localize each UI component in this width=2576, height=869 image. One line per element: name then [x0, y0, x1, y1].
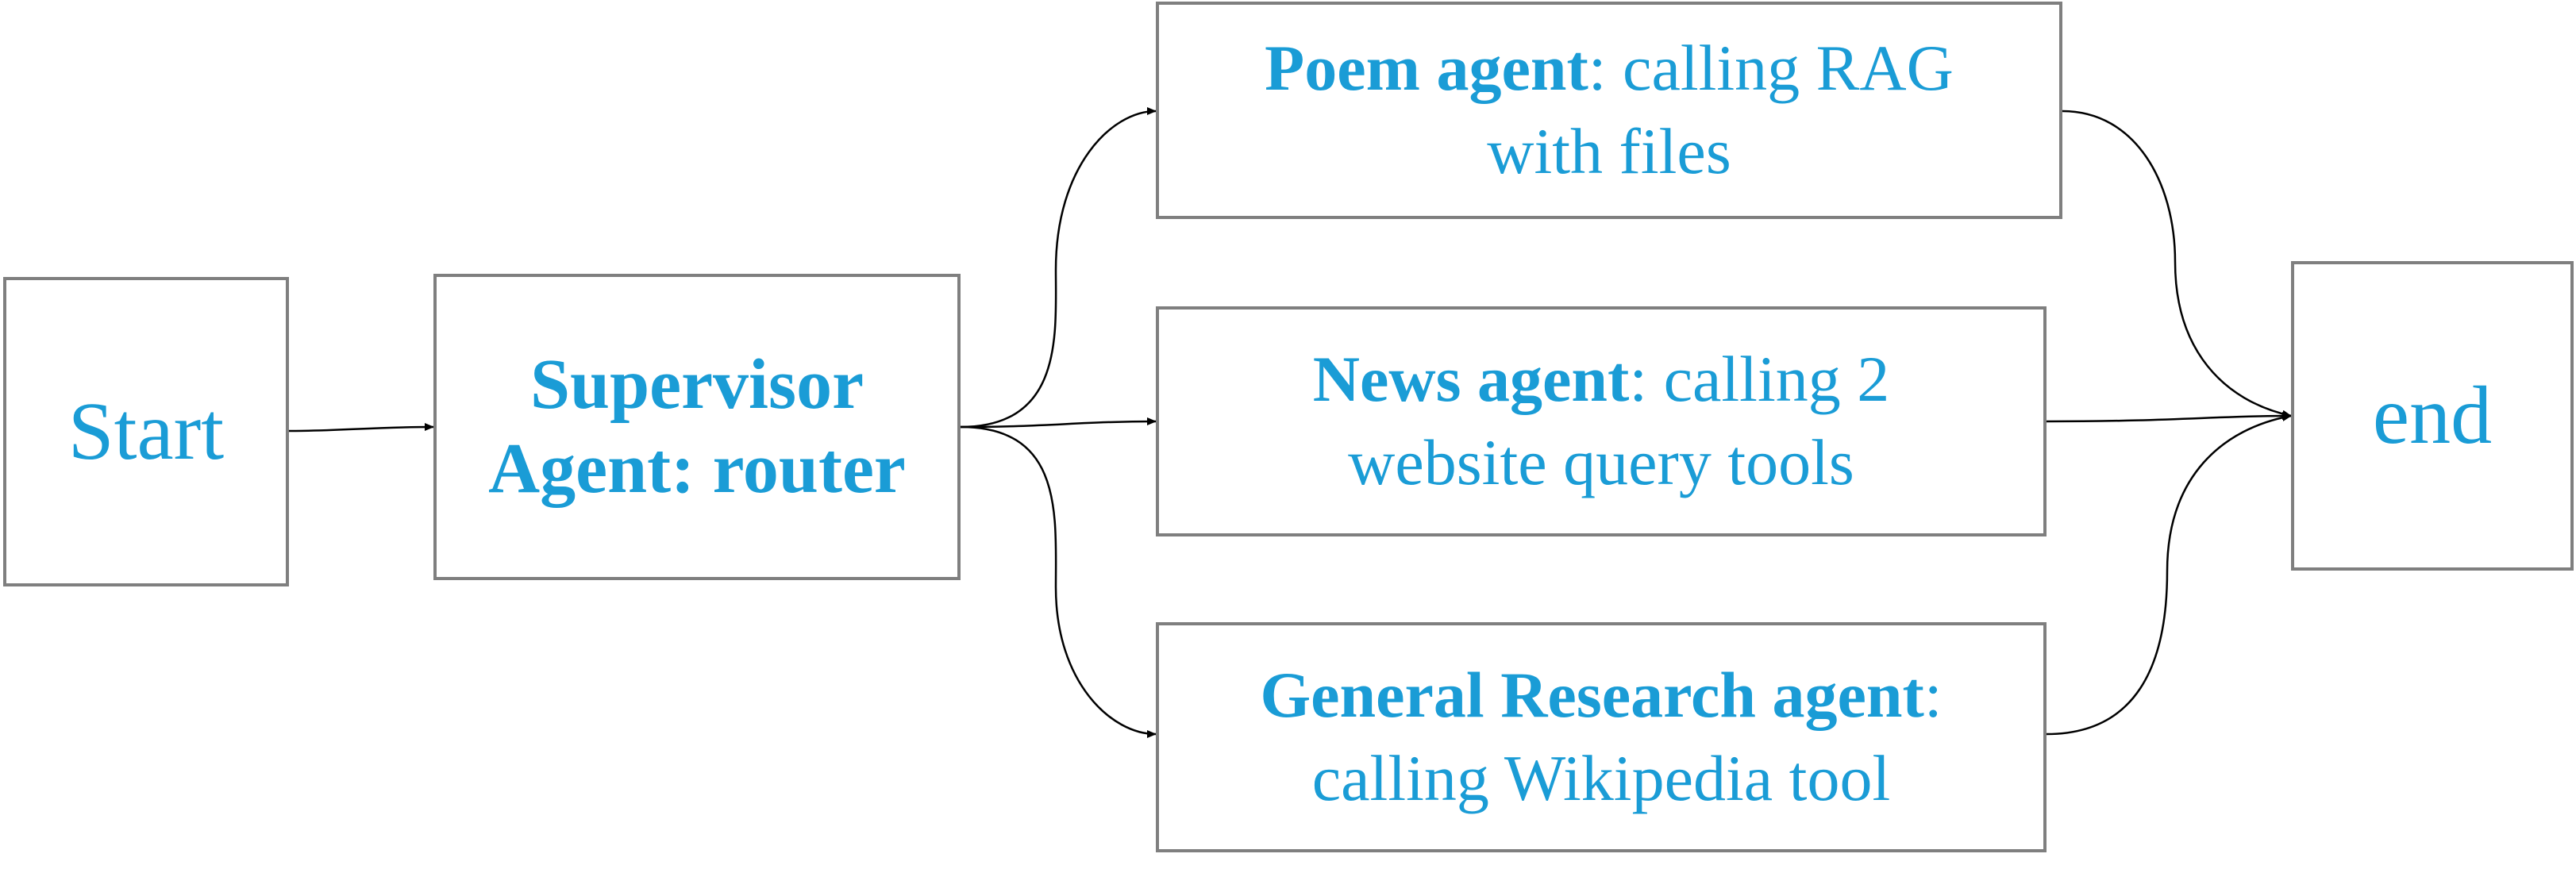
general-agent-desc1: : [1923, 659, 1943, 732]
poem-agent-desc2: with files [1487, 115, 1731, 187]
supervisor-role: Agent: router [488, 429, 906, 508]
general-agent-line1: General Research agent: [1260, 654, 1942, 737]
general-agent-name: General Research agent [1260, 659, 1924, 732]
news-agent-desc2: website query tools [1348, 426, 1854, 498]
end-node: end [2291, 261, 2574, 571]
end-label: end [2372, 369, 2493, 461]
edge-poem-to-end [2062, 110, 2292, 418]
news-agent-node: News agent: calling 2 website query tool… [1156, 306, 2047, 536]
edge-supervisor-to-news [960, 417, 1157, 429]
poem-agent-desc1: : calling RAG [1588, 32, 1954, 105]
poem-agent-node: Poem agent: calling RAG with files [1156, 2, 2062, 219]
general-research-agent-node: General Research agent: calling Wikipedi… [1156, 622, 2047, 852]
poem-agent-line1: Poem agent: calling RAG [1265, 27, 1954, 110]
news-agent-name: News agent [1312, 343, 1630, 416]
start-label: Start [67, 385, 225, 477]
poem-agent-name: Poem agent [1265, 32, 1588, 105]
edge-general-to-end [2046, 413, 2292, 736]
supervisor-title: Supervisor [529, 344, 864, 424]
edge-news-to-end [2046, 412, 2292, 423]
news-agent-line1: News agent: calling 2 [1313, 338, 1889, 421]
edge-supervisor-to-general [960, 425, 1157, 738]
general-agent-desc2: calling Wikipedia tool [1311, 742, 1891, 814]
supervisor-node: Supervisor Agent: router [433, 274, 961, 580]
edge-supervisor-to-poem [960, 107, 1157, 429]
edge-start-to-supervisor [288, 423, 434, 433]
start-node: Start [3, 277, 289, 586]
news-agent-desc1: : calling 2 [1629, 343, 1890, 416]
